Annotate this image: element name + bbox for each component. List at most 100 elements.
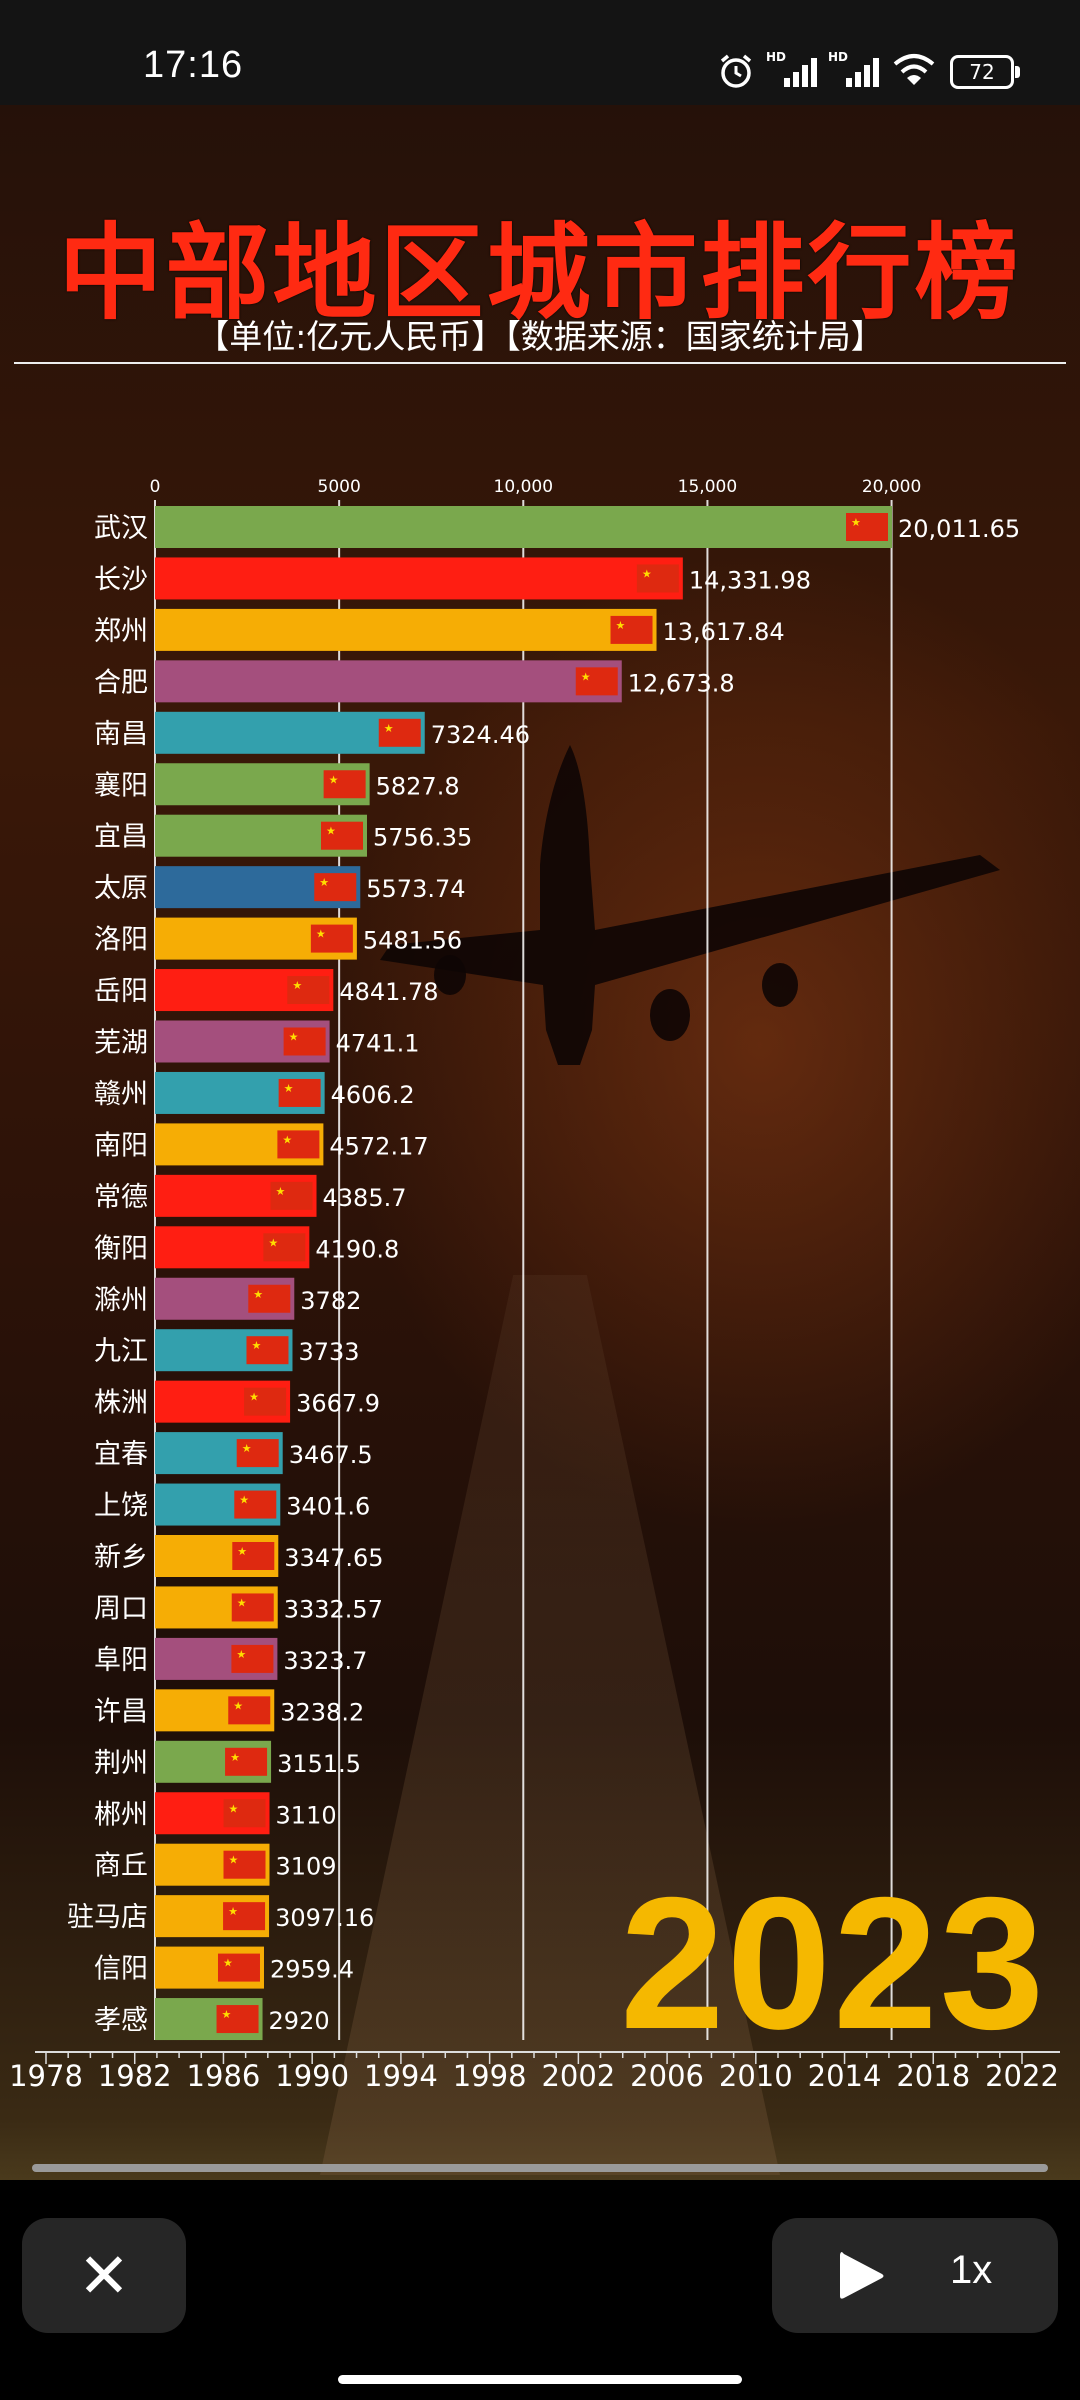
value-label: 2920 xyxy=(269,2007,330,2035)
flag-star: ★ xyxy=(230,1751,240,1764)
value-label: 14,331.98 xyxy=(689,566,811,594)
value-label: 5756.35 xyxy=(373,824,472,852)
flag-star: ★ xyxy=(276,1185,286,1198)
china-flag-icon xyxy=(320,821,363,850)
china-flag-icon xyxy=(244,1387,287,1416)
city-label: 上饶 xyxy=(94,1491,148,1522)
flag-star: ★ xyxy=(228,1854,238,1867)
value-label: 3667.9 xyxy=(296,1390,380,1418)
china-flag-icon xyxy=(283,1027,326,1056)
flag-star: ★ xyxy=(253,1288,263,1301)
city-label: 襄阳 xyxy=(94,770,148,801)
status-bar: 17:16 HD HD 72 xyxy=(0,0,1080,105)
flag-star: ★ xyxy=(282,1133,292,1146)
value-label: 4606.2 xyxy=(331,1081,415,1109)
flag-star: ★ xyxy=(289,1031,299,1044)
value-label: 3401.6 xyxy=(286,1493,370,1521)
alarm-icon xyxy=(720,54,752,88)
x-tick-label: 15,000 xyxy=(678,477,737,497)
china-flag-icon xyxy=(610,615,653,644)
value-label: 5481.56 xyxy=(363,927,462,955)
svg-text:HD: HD xyxy=(766,50,786,64)
city-label: 芜湖 xyxy=(94,1028,148,1059)
city-label: 信阳 xyxy=(94,1954,148,1985)
city-label: 孝感 xyxy=(94,2005,148,2036)
china-flag-icon xyxy=(232,1542,275,1570)
flag-star: ★ xyxy=(228,1905,238,1918)
city-label: 宜昌 xyxy=(94,822,148,853)
flag-star: ★ xyxy=(316,928,326,941)
city-label: 株洲 xyxy=(94,1388,148,1419)
value-label: 3347.65 xyxy=(284,1544,383,1572)
china-flag-icon xyxy=(228,1696,271,1725)
flag-star: ★ xyxy=(851,516,861,529)
value-label: 4841.78 xyxy=(339,978,438,1006)
value-label: 12,673.8 xyxy=(628,669,735,697)
value-label: 7324.46 xyxy=(431,721,530,749)
city-label: 南昌 xyxy=(94,719,148,750)
city-label: 周口 xyxy=(94,1593,148,1624)
china-flag-icon xyxy=(223,1902,266,1931)
china-flag-icon xyxy=(225,1747,268,1776)
value-label: 5573.74 xyxy=(366,875,465,903)
timeline-year-label: 2002 xyxy=(541,2059,615,2093)
flag-star: ★ xyxy=(326,825,336,838)
timeline-year-label: 1982 xyxy=(98,2059,172,2093)
timeline-year-label: 1998 xyxy=(453,2059,527,2093)
flag-star: ★ xyxy=(268,1236,278,1249)
signal-icon-2: HD xyxy=(828,50,879,87)
flag-star: ★ xyxy=(237,1596,247,1609)
header-divider xyxy=(14,362,1066,364)
close-button[interactable]: ✕ xyxy=(22,2218,186,2333)
home-indicator[interactable] xyxy=(338,2375,742,2384)
battery-indicator: 72 xyxy=(950,55,1020,89)
x-tick-label: 20,000 xyxy=(862,477,921,497)
china-flag-icon xyxy=(323,770,366,799)
city-label: 许昌 xyxy=(94,1696,148,1727)
bar-chart: 0 5000 10,000 15,000 20,000 武汉 ★ 20,011.65 长沙 ★ 1… xyxy=(9,477,1060,2093)
city-label: 南阳 xyxy=(94,1130,148,1161)
china-flag-icon xyxy=(236,1439,279,1468)
flag-star: ★ xyxy=(319,876,329,889)
value-label: 4572.17 xyxy=(329,1132,428,1160)
city-label: 太原 xyxy=(94,873,148,904)
video-progress-bar[interactable] xyxy=(32,2164,1048,2172)
signal-icon-1: HD xyxy=(766,50,817,87)
timeline-year-label: 2010 xyxy=(719,2059,793,2093)
china-flag-icon xyxy=(223,1799,266,1828)
value-label: 5827.8 xyxy=(376,772,460,800)
bar xyxy=(155,506,892,548)
flag-star: ★ xyxy=(223,1957,233,1970)
value-label: 3110 xyxy=(276,1801,337,1829)
flag-star: ★ xyxy=(642,567,652,580)
status-time: 17:16 xyxy=(143,44,244,86)
value-label: 3323.7 xyxy=(283,1647,367,1675)
playback-controls xyxy=(772,2218,1058,2333)
flag-star: ★ xyxy=(616,619,626,632)
chart-subtitle: 【单位:亿元人民币】【数据来源：国家统计局】 xyxy=(196,317,884,356)
chart-timeline: 1978 1982 1986 1990 1994 1998 2002 2006 2010 2014… xyxy=(9,2051,1060,2093)
china-flag-icon xyxy=(277,1130,320,1159)
timeline-year-label: 1990 xyxy=(275,2059,349,2093)
x-tick-label: 10,000 xyxy=(494,477,553,497)
close-icon: ✕ xyxy=(78,2239,130,2312)
chart-bars: 武汉 ★ 20,011.65 长沙 ★ 14,331.98 郑州 ★ 13,617.84 合肥 ★ 1… xyxy=(67,506,1020,2041)
china-flag-icon xyxy=(216,2005,259,2034)
bar xyxy=(155,608,657,651)
city-label: 赣州 xyxy=(94,1079,148,1110)
timeline-year-label: 2014 xyxy=(808,2059,882,2093)
bar xyxy=(155,660,622,703)
city-label: 岳阳 xyxy=(94,976,148,1007)
playback-speed-button[interactable]: 1x xyxy=(950,2248,993,2292)
china-flag-icon xyxy=(231,1644,274,1673)
x-tick-label: 0 xyxy=(150,477,161,497)
current-year-label: 2023 xyxy=(620,1858,1047,2068)
value-label: 3151.5 xyxy=(277,1750,361,1778)
city-label: 新乡 xyxy=(94,1542,148,1573)
city-label: 驻马店 xyxy=(67,1902,148,1933)
timeline-year-label: 1986 xyxy=(187,2059,261,2093)
wifi-icon xyxy=(893,54,935,85)
play-icon[interactable] xyxy=(836,2248,886,2304)
timeline-year-label: 2006 xyxy=(630,2059,704,2093)
value-label: 3467.5 xyxy=(289,1441,373,1469)
